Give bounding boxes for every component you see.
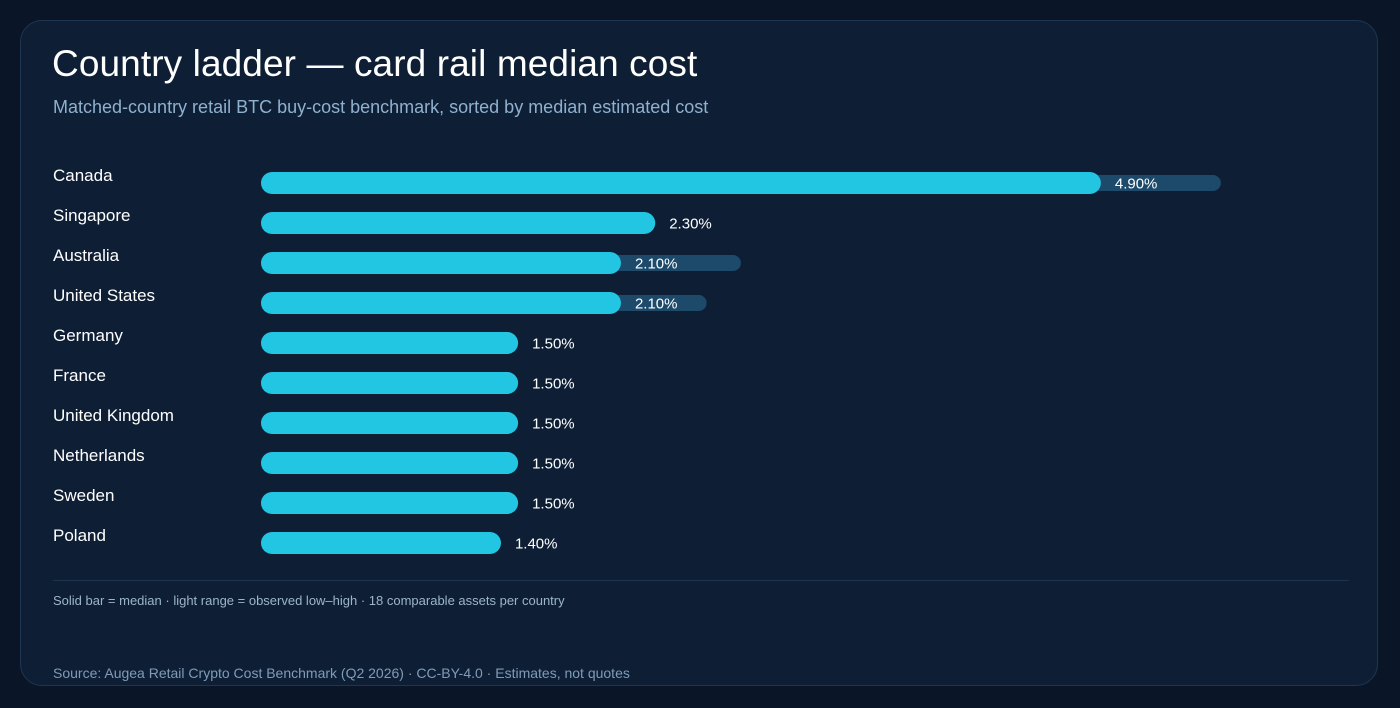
category-label: United Kingdom bbox=[53, 406, 174, 425]
category-label: Sweden bbox=[53, 486, 114, 505]
value-label: 1.50% bbox=[532, 496, 575, 513]
median-bar bbox=[261, 452, 519, 474]
value-label: 4.90% bbox=[1115, 176, 1158, 193]
category-label: Singapore bbox=[53, 206, 131, 225]
source-note: Source: Augea Retail Crypto Cost Benchma… bbox=[53, 665, 630, 681]
median-bar bbox=[261, 332, 519, 354]
category-label: Netherlands bbox=[53, 446, 145, 465]
category-label: United States bbox=[53, 286, 155, 305]
value-label: 1.50% bbox=[532, 376, 575, 393]
category-label: Canada bbox=[53, 166, 113, 185]
category-label: Poland bbox=[53, 526, 106, 545]
median-bar bbox=[261, 292, 621, 314]
category-label: Germany bbox=[53, 326, 123, 345]
median-bar bbox=[261, 532, 501, 554]
value-label: 1.50% bbox=[532, 416, 575, 433]
divider bbox=[53, 580, 1349, 581]
bar-row-france: France 1.50% bbox=[53, 366, 575, 394]
category-label: France bbox=[53, 366, 106, 385]
median-bar bbox=[261, 412, 519, 434]
chart-title: Country ladder — card rail median cost bbox=[52, 43, 698, 84]
category-label: Australia bbox=[53, 246, 120, 265]
bar-row-poland: Poland 1.40% bbox=[53, 526, 558, 554]
bar-row-united-kingdom: United Kingdom 1.50% bbox=[53, 406, 575, 434]
bar-row-australia: Australia 2.10% bbox=[53, 246, 741, 274]
value-label: 2.30% bbox=[669, 216, 712, 233]
bar-row-singapore: Singapore 2.30% bbox=[53, 206, 712, 234]
median-bar bbox=[261, 252, 621, 274]
value-label: 1.50% bbox=[532, 456, 575, 473]
bar-row-canada: Canada 4.90% bbox=[53, 166, 1221, 194]
bar-row-netherlands: Netherlands 1.50% bbox=[53, 446, 575, 474]
median-bar bbox=[261, 372, 519, 394]
chart-card: Country ladder — card rail median cost M… bbox=[20, 20, 1378, 686]
value-label: 2.10% bbox=[635, 256, 678, 273]
bar-row-united-states: United States 2.10% bbox=[53, 286, 707, 314]
value-label: 2.10% bbox=[635, 296, 678, 313]
bar-row-germany: Germany 1.50% bbox=[53, 326, 575, 354]
legend-note: Solid bar = median · light range = obser… bbox=[53, 593, 565, 608]
chart-subtitle: Matched-country retail BTC buy-cost benc… bbox=[53, 97, 709, 117]
value-label: 1.50% bbox=[532, 336, 575, 353]
median-bar bbox=[261, 212, 656, 234]
bar-chart: Canada 4.90%Singapore 2.30%Australia 2.10%U… bbox=[53, 166, 1221, 554]
value-label: 1.40% bbox=[515, 536, 558, 553]
median-bar bbox=[261, 172, 1101, 194]
median-bar bbox=[261, 492, 519, 514]
bar-row-sweden: Sweden 1.50% bbox=[53, 486, 575, 514]
